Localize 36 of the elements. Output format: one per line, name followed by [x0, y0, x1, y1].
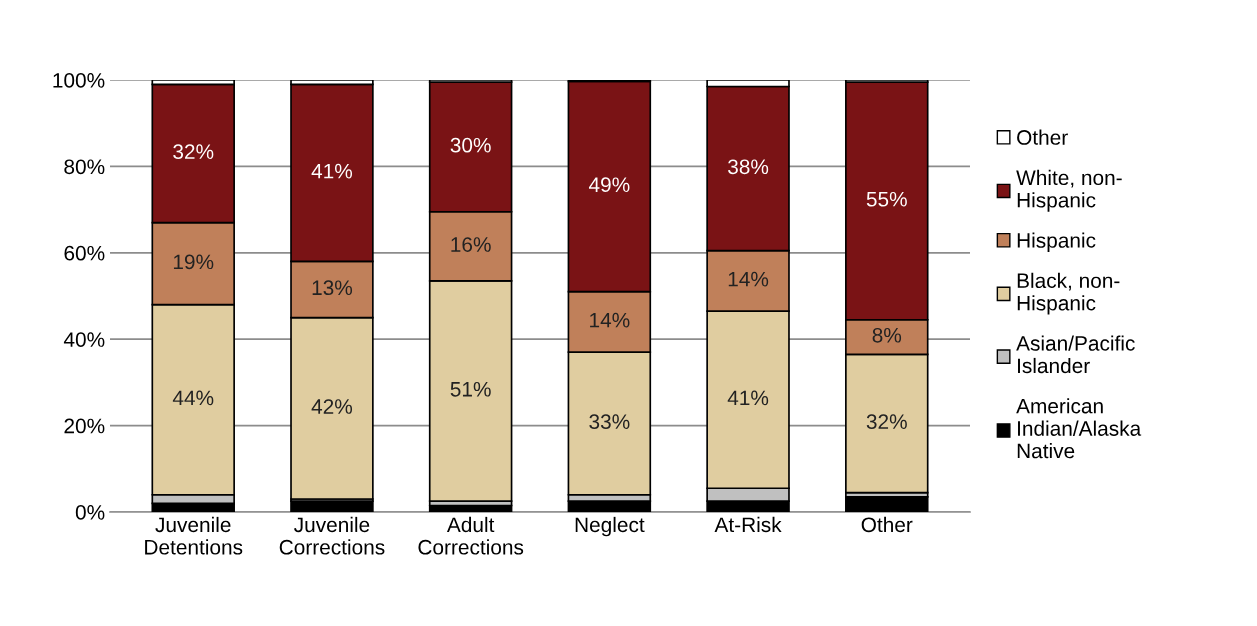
legend-label: Black, non- Hispanic	[1017, 272, 1120, 315]
x-tick-label: Neglect	[575, 516, 645, 537]
y-tick-label: 0%	[75, 505, 105, 520]
data-label: 30%	[450, 137, 491, 153]
data-label: 32%	[173, 144, 214, 160]
y-tick-label: 100%	[53, 73, 105, 88]
legend-label: White, non- Hispanic	[1016, 169, 1122, 212]
data-label: 13%	[312, 280, 353, 296]
data-label: 32%	[866, 414, 907, 430]
data-label: 33%	[589, 414, 630, 430]
x-tick-label: Juvenile Detentions	[145, 516, 243, 555]
legend-label: Hispanic	[1017, 232, 1096, 252]
data-label: 55%	[866, 191, 907, 207]
data-label: 16%	[451, 237, 491, 252]
data-label: 41%	[727, 390, 769, 406]
legend-label: Other	[1017, 129, 1068, 145]
legend-label: Asian/Pacific Islander	[1016, 335, 1135, 374]
y-tick-label: 40%	[63, 332, 105, 347]
x-tick-label: Juvenile Corrections	[279, 516, 385, 555]
y-tick-label: 60%	[64, 245, 105, 261]
data-label: 38%	[728, 159, 769, 175]
data-label: 49%	[588, 177, 630, 193]
data-label: 19%	[173, 254, 214, 270]
data-label: 8%	[872, 327, 902, 343]
data-label: 14%	[590, 312, 630, 328]
x-tick-label: Other	[861, 516, 913, 533]
y-tick-label: 20%	[64, 418, 105, 434]
data-label: 44%	[172, 390, 214, 406]
data-label: 41%	[311, 163, 353, 179]
x-tick-label: At-Risk	[714, 516, 782, 533]
legend-label: American Indian/Alaska Native	[1016, 398, 1142, 459]
data-label: 51%	[450, 381, 491, 397]
y-tick-label: 80%	[64, 159, 105, 175]
x-tick-label: Adult Corrections	[418, 516, 524, 555]
data-label: 42%	[311, 399, 353, 414]
data-label: 14%	[728, 271, 769, 287]
